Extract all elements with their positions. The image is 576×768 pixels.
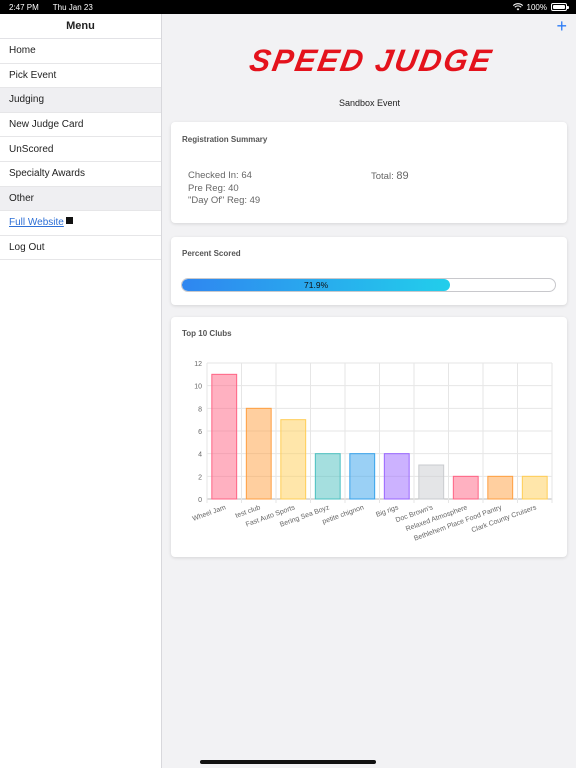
registration-summary-card: Registration Summary Checked In: 64 Pre … <box>171 122 567 223</box>
sidebar-item-home[interactable]: Home <box>0 39 161 64</box>
event-name: Sandbox Event <box>338 98 401 108</box>
sidebar-title: Menu <box>0 14 161 39</box>
bar <box>487 475 514 500</box>
total-label: Total: <box>371 171 397 182</box>
sidebar-item-specialty-awards[interactable]: Specialty Awards <box>0 162 161 187</box>
bar <box>211 373 238 500</box>
bar <box>452 475 479 500</box>
battery-percent: 100% <box>526 2 547 12</box>
registration-summary-title: Registration Summary <box>182 135 268 144</box>
sidebar-item-full-website[interactable]: Full Website <box>0 211 161 236</box>
status-right: 100% <box>512 2 569 12</box>
bar <box>280 419 307 500</box>
pre-reg-count: Pre Reg: 40 <box>188 182 239 194</box>
plus-icon[interactable]: + <box>556 16 567 36</box>
percent-scored-progress-bar: 71.9% <box>181 278 556 292</box>
bar <box>245 407 272 500</box>
logo-text: SPEED JUDGE <box>247 45 496 75</box>
bar <box>349 453 376 500</box>
checked-in-count: Checked In: 64 <box>188 170 252 181</box>
progress-label: 71.9% <box>304 280 329 290</box>
sidebar-section-judging: Judging <box>0 88 161 113</box>
bar <box>314 453 341 500</box>
x-tick-label: Clark County Cruisers <box>471 504 538 534</box>
y-tick-label: 4 <box>198 452 202 459</box>
day-of-reg-count: "Day Of" Reg: 49 <box>188 195 261 206</box>
progress-fill <box>182 279 451 291</box>
top-clubs-card: Top 10 Clubs 0 2 4 6 8 10 12 Wheel Jam test club… <box>171 317 567 557</box>
sidebar-section-other: Other <box>0 186 161 212</box>
status-bar: 2:47 PM Thu Jan 23 100% <box>0 0 576 14</box>
y-tick-label: 12 <box>194 361 202 368</box>
status-date: Thu Jan 23 <box>52 2 93 12</box>
top-clubs-title: Top 10 Clubs <box>182 329 232 338</box>
home-indicator <box>200 760 376 764</box>
percent-scored-title: Percent Scored <box>182 249 241 258</box>
sidebar-item-unscored[interactable]: UnScored <box>0 137 161 162</box>
bar <box>383 453 410 500</box>
y-tick-label: 10 <box>194 384 202 391</box>
y-tick-label: 8 <box>198 406 202 413</box>
external-link-icon <box>65 217 73 225</box>
bar <box>418 464 445 500</box>
y-tick-label: 0 <box>198 497 202 504</box>
sidebar: Menu Home Pick Event Judging New Judge C… <box>0 14 162 768</box>
registration-total: Total: 89 <box>371 170 409 182</box>
sidebar-item-pick-event[interactable]: Pick Event <box>0 64 161 89</box>
y-tick-label: 6 <box>198 429 202 436</box>
main-content: + SPEED JUDGE Sandbox Event Registration… <box>163 14 576 768</box>
full-website-link[interactable]: Full Website <box>9 217 64 229</box>
total-value: 89 <box>396 170 409 182</box>
sidebar-item-log-out[interactable]: Log Out <box>0 236 161 261</box>
percent-scored-card: Percent Scored 71.9% <box>171 237 567 305</box>
sidebar-item-new-judge-card[interactable]: New Judge Card <box>0 113 161 138</box>
bar <box>521 475 548 500</box>
speed-judge-logo: SPEED JUDGE <box>247 45 496 75</box>
wifi-icon <box>512 3 523 11</box>
status-time: 2:47 PM <box>9 2 39 12</box>
y-tick-label: 2 <box>198 474 202 481</box>
x-tick-label: Wheel Jam <box>192 504 227 523</box>
registration-counts: Checked In: 64 Pre Reg: 40 "Day Of" Reg:… <box>188 170 260 208</box>
battery-icon <box>551 3 569 11</box>
